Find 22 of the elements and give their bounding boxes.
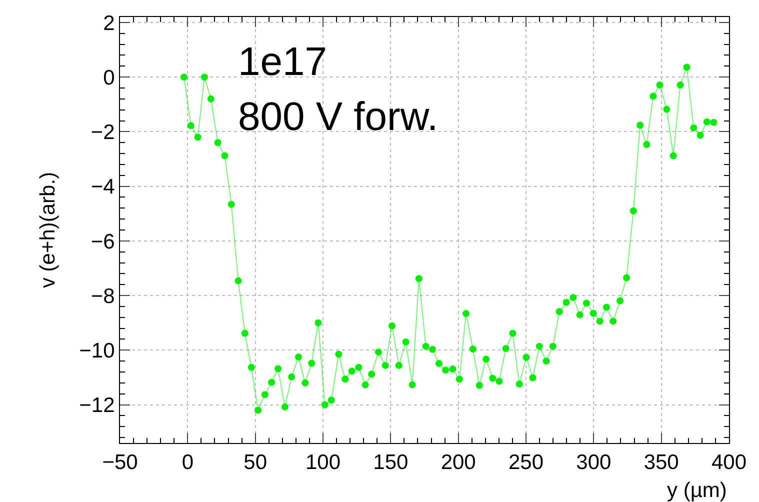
x-tick-label: 350: [644, 451, 679, 474]
x-tick-label: 150: [373, 451, 408, 474]
y-tick-label: −4: [90, 176, 116, 199]
y-tick-label: −12: [79, 394, 115, 418]
x-axis-title: y (µm): [667, 479, 727, 502]
y-tick-label: −10: [79, 340, 115, 362]
annotation: 800 V forw.: [238, 95, 438, 139]
x-tick-label: 400: [711, 451, 747, 474]
y-tick-label: −6: [90, 230, 115, 254]
x-tick-label: 250: [508, 451, 544, 474]
x-tick-label: 300: [576, 451, 612, 474]
x-tick-label: 100: [305, 451, 341, 474]
x-tick-label: 0: [182, 451, 194, 474]
x-tick-label: 200: [440, 451, 476, 474]
annotation: 1e17: [238, 40, 327, 84]
y-tick-label: 0: [103, 66, 115, 90]
x-tick-label: −50: [102, 451, 138, 474]
x-tick-label: 50: [244, 451, 268, 474]
y-tick-label: 2: [103, 12, 115, 35]
y-tick-label: −8: [90, 284, 115, 308]
y-tick-label: −2: [90, 121, 115, 144]
y-axis-title: v (e+h)(arb.): [36, 172, 60, 288]
